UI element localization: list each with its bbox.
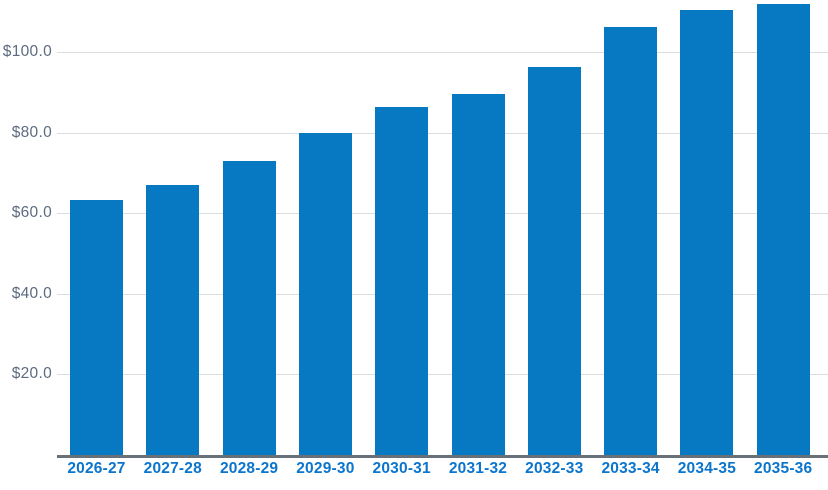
bar-2033-34[interactable] [604,27,658,455]
y-tick-label: $60.0 [11,204,52,222]
x-tick-label-2032-33: 2032-33 [525,460,584,477]
x-tick-label-2030-31: 2030-31 [372,460,431,477]
x-tick-label-2031-32: 2031-32 [448,460,508,477]
bar-2035-36[interactable] [756,4,810,455]
x-tick-label-2029-30: 2029-30 [296,460,355,477]
gridline-60.0 [57,213,828,215]
x-tick-label-2034-35: 2034-35 [677,460,737,477]
bar-2028-29[interactable] [222,160,276,455]
bar-2031-32[interactable] [451,94,505,455]
x-tick-label-2027-28: 2027-28 [143,460,202,477]
y-tick-label: $40.0 [11,284,52,302]
x-tick-label-2033-34: 2033-34 [601,460,660,477]
x-axis-line [57,455,828,458]
plot-area [57,0,828,455]
bar-2026-27[interactable] [70,199,123,455]
y-tick-label: $80.0 [11,123,52,141]
y-tick-label: $20.0 [11,365,52,383]
bar-2030-31[interactable] [375,106,429,455]
bar-2027-28[interactable] [146,185,200,455]
x-axis: 2026-27 2027-28 2028-29 2029-30 2030-31 2031-… [0,458,828,490]
gridline-40.0 [57,293,828,295]
y-axis: $20.0 $40.0 $60.0 $80.0 $100.0 [0,0,52,455]
gridline-100.0 [57,52,828,54]
gridline-80.0 [57,132,828,134]
y-tick-label: $100.0 [2,43,52,61]
gridline-20.0 [57,374,828,376]
bar-2029-30[interactable] [298,133,352,455]
x-tick-label-2028-29: 2028-29 [219,460,279,477]
x-tick-label-2035-36: 2035-36 [754,460,813,477]
bar-2034-35[interactable] [680,10,734,455]
x-tick-label-2026-27: 2026-27 [67,460,126,477]
bar-2032-33[interactable] [527,67,581,455]
